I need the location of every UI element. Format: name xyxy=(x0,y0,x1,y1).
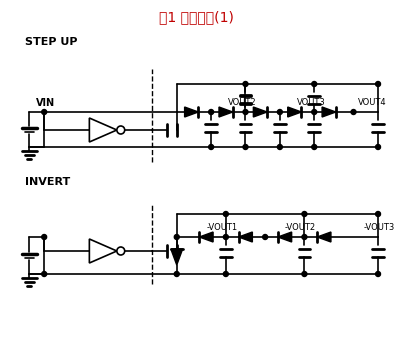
Circle shape xyxy=(174,235,179,239)
Circle shape xyxy=(243,81,248,87)
Circle shape xyxy=(312,81,317,87)
Polygon shape xyxy=(322,107,336,117)
Circle shape xyxy=(312,109,317,115)
Circle shape xyxy=(42,109,47,115)
Circle shape xyxy=(209,109,214,115)
Text: -VOUT2: -VOUT2 xyxy=(285,223,316,232)
Circle shape xyxy=(277,145,282,149)
Polygon shape xyxy=(317,232,331,242)
Text: -VOUT3: -VOUT3 xyxy=(363,223,395,232)
Text: VOUT4: VOUT4 xyxy=(357,98,386,107)
Circle shape xyxy=(223,235,228,239)
Circle shape xyxy=(302,272,307,276)
Polygon shape xyxy=(219,107,233,117)
Circle shape xyxy=(117,126,125,134)
Circle shape xyxy=(117,247,125,255)
Circle shape xyxy=(376,211,381,216)
Polygon shape xyxy=(288,107,302,117)
Circle shape xyxy=(263,235,267,239)
Text: VOUT3: VOUT3 xyxy=(297,98,325,107)
Circle shape xyxy=(42,272,47,276)
Polygon shape xyxy=(199,232,213,242)
Circle shape xyxy=(243,109,248,115)
Circle shape xyxy=(376,145,381,149)
Circle shape xyxy=(312,145,317,149)
Circle shape xyxy=(223,272,228,276)
Text: VIN: VIN xyxy=(36,98,55,108)
Circle shape xyxy=(223,211,228,216)
Polygon shape xyxy=(171,249,182,265)
Text: STEP UP: STEP UP xyxy=(24,37,77,47)
Circle shape xyxy=(174,249,179,253)
Circle shape xyxy=(351,109,356,115)
Text: 图1 基本电路(1): 图1 基本电路(1) xyxy=(159,10,234,24)
Circle shape xyxy=(42,235,47,239)
Circle shape xyxy=(376,272,381,276)
Circle shape xyxy=(209,145,214,149)
Circle shape xyxy=(243,145,248,149)
Circle shape xyxy=(302,235,307,239)
Text: -VOUT1: -VOUT1 xyxy=(206,223,237,232)
Text: VOUT2: VOUT2 xyxy=(228,98,257,107)
Polygon shape xyxy=(253,107,267,117)
Circle shape xyxy=(376,81,381,87)
Circle shape xyxy=(277,109,282,115)
Polygon shape xyxy=(278,232,292,242)
Circle shape xyxy=(302,211,307,216)
Text: INVERT: INVERT xyxy=(24,177,70,187)
Polygon shape xyxy=(239,232,252,242)
Circle shape xyxy=(174,272,179,276)
Polygon shape xyxy=(184,107,198,117)
